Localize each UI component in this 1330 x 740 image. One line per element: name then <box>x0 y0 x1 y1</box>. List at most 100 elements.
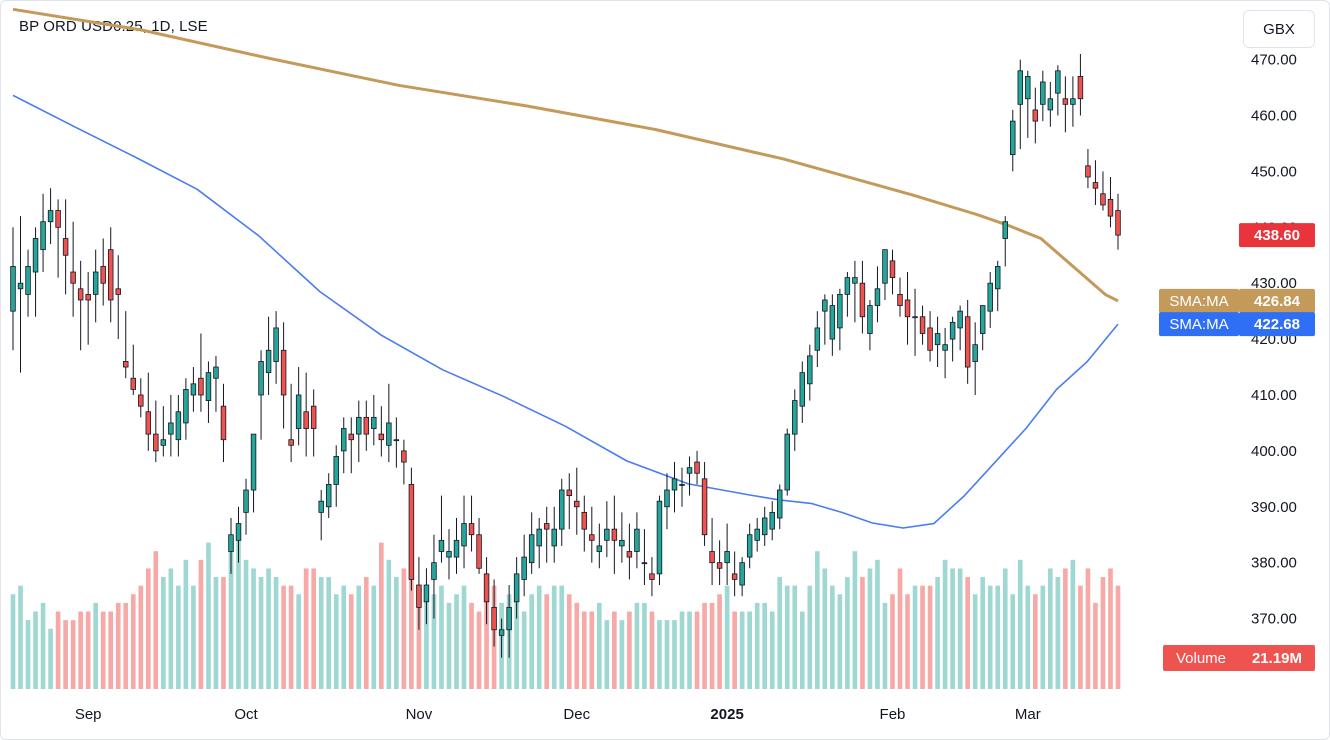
sma-long-badge-value: 426.84 <box>1254 293 1301 310</box>
volume-layer <box>10 534 1121 689</box>
candle-down <box>468 523 475 536</box>
volume-bar <box>574 602 580 689</box>
candle-up <box>1010 120 1016 156</box>
candle-down <box>889 260 896 279</box>
sma-long-badge: SMA:MA 426.84 <box>1159 288 1315 313</box>
candle-up <box>807 355 813 385</box>
sma-short-badge-label-bg <box>1159 312 1239 337</box>
candle <box>596 523 603 569</box>
candle-up <box>295 394 302 429</box>
sma-short-badge-value: 422.68 <box>1254 316 1300 333</box>
candle-up <box>664 489 670 508</box>
volume-bar <box>153 551 159 689</box>
candle <box>32 227 39 317</box>
candle <box>273 311 279 384</box>
candle-up <box>686 467 693 474</box>
candle-up <box>852 277 858 284</box>
volume-bar <box>957 568 963 689</box>
candle-down <box>77 288 84 301</box>
candle-down <box>401 450 407 463</box>
volume-bar <box>476 611 482 689</box>
volume-badge-bg <box>1163 645 1315 671</box>
candle-down <box>85 293 91 301</box>
volume-bar <box>236 534 241 689</box>
x-tick-label: Dec <box>563 706 590 723</box>
volume-bar <box>687 611 692 689</box>
volume-bar <box>544 594 550 689</box>
volume-bar <box>183 559 189 689</box>
candle-down <box>1092 182 1099 189</box>
volume-bar <box>386 559 392 689</box>
candle-down <box>1100 193 1106 206</box>
candle-up <box>318 500 324 513</box>
candle-up <box>829 305 836 340</box>
candle-up <box>874 288 881 306</box>
last-price-badge-value-bg <box>1239 223 1315 248</box>
candle <box>634 512 640 569</box>
candle <box>228 517 234 574</box>
candle-up <box>1017 70 1024 105</box>
candle-up <box>175 411 182 441</box>
candle <box>716 540 723 586</box>
candle-up <box>822 299 828 312</box>
candle-up <box>559 489 565 530</box>
candle <box>205 361 212 423</box>
volume-bar <box>604 620 610 689</box>
candle <box>138 378 144 418</box>
volume-bar <box>1108 568 1113 689</box>
candle-down <box>145 411 152 435</box>
volume-bar <box>1010 594 1016 689</box>
volume-bar <box>717 594 722 689</box>
candle-down <box>476 534 482 569</box>
candle <box>528 512 535 574</box>
volume-bar <box>206 542 211 689</box>
volume-bar <box>70 620 76 689</box>
volume-bar <box>830 585 835 689</box>
candle <box>626 523 633 580</box>
candle-up <box>957 310 963 329</box>
volume-bar <box>1002 568 1008 689</box>
volume-bar <box>311 568 317 689</box>
candle <box>1040 70 1046 122</box>
candle <box>431 534 437 619</box>
currency-button[interactable]: GBX <box>1243 10 1315 48</box>
candle-up <box>168 422 174 435</box>
volume-bar <box>48 628 53 689</box>
candle <box>859 260 866 334</box>
candle <box>912 288 918 356</box>
candle <box>671 462 678 513</box>
candle <box>559 478 565 546</box>
candle <box>919 305 926 345</box>
candle-up <box>814 327 821 351</box>
y-tick-label: 380.00 <box>1251 555 1297 572</box>
volume-bar <box>288 585 294 689</box>
candle-down <box>611 528 618 541</box>
volume-bar <box>130 594 136 689</box>
candle <box>160 406 167 457</box>
volume-bar <box>191 585 196 689</box>
candle-up <box>837 293 843 329</box>
badges-layer: 438.60 SMA:MA 426.84 SMA:MA 422.68 Volume 21.1… <box>1159 223 1315 671</box>
candle <box>1025 70 1031 138</box>
candle-up <box>604 528 610 541</box>
volume-bar <box>649 611 655 689</box>
volume-bar <box>860 577 865 689</box>
candle <box>731 551 738 597</box>
volume-bar <box>1100 577 1106 689</box>
candle <box>1055 65 1061 116</box>
candle <box>746 523 753 569</box>
candle-down <box>589 534 595 541</box>
volume-bar <box>852 551 858 689</box>
candle <box>1017 59 1024 150</box>
candles-layer <box>10 54 1121 658</box>
candle <box>889 249 896 295</box>
volume-bar <box>1025 585 1031 689</box>
candle-down <box>1085 165 1091 178</box>
candle <box>498 618 505 658</box>
volume-bar <box>333 594 339 689</box>
sma-long-line <box>12 7 1119 303</box>
volume-bar <box>1055 577 1061 689</box>
volume-bar <box>198 559 204 689</box>
volume-bar <box>987 585 993 689</box>
